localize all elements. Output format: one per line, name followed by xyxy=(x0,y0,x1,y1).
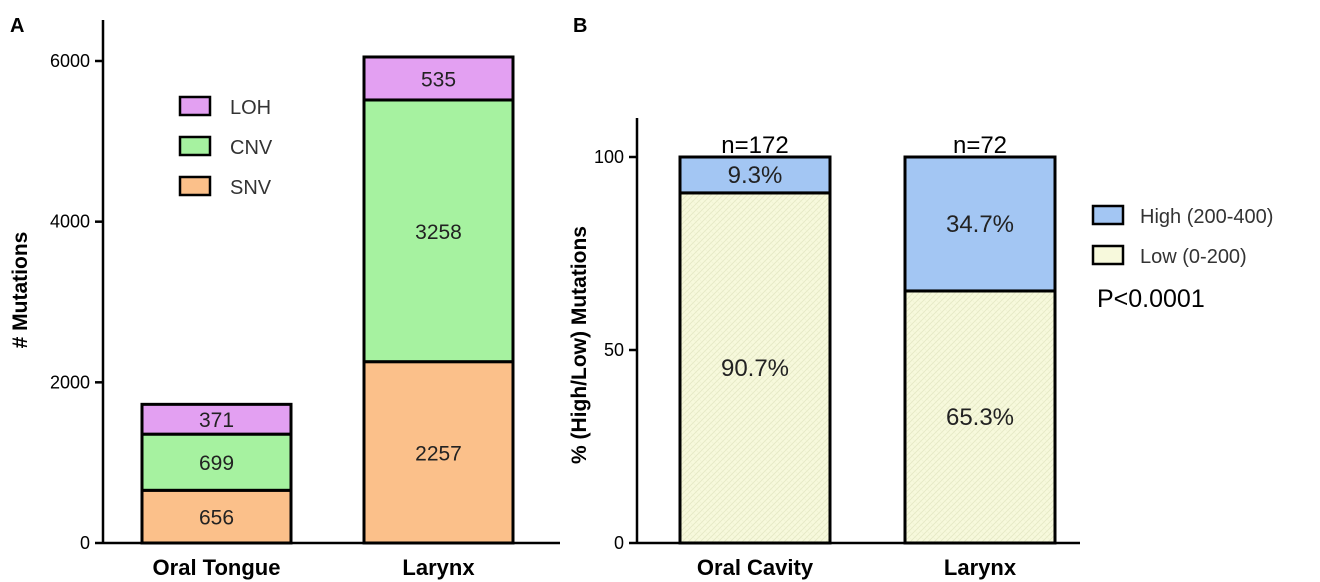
bar-segment-larynx-low-0-200 xyxy=(903,289,1057,545)
x-tick-label: Oral Tongue xyxy=(153,555,281,580)
x-tick-label: Oral Cavity xyxy=(697,555,814,580)
bar-segment-oral-cavity-high-200-400 xyxy=(678,155,832,195)
data-label: 3258 xyxy=(415,221,462,244)
x-tick-label: Larynx xyxy=(402,555,475,580)
panel-a-letter: A xyxy=(10,15,24,37)
data-label: 9.3% xyxy=(728,162,783,189)
legend-swatch-cnv xyxy=(178,135,212,157)
bar-segment-larynx-loh xyxy=(362,55,515,102)
panel-b-letter: B xyxy=(573,15,587,37)
legend-swatch-low xyxy=(1091,244,1125,266)
legend-swatch-high xyxy=(1091,204,1125,226)
sample-size-label: n=172 xyxy=(721,132,788,159)
panel-a-y-axis-label: # Mutations xyxy=(9,232,32,349)
y-tick-label: 4000 xyxy=(50,212,90,232)
bar-segment-oral-tongue-loh xyxy=(140,402,293,436)
data-label: 656 xyxy=(199,507,234,530)
data-label: 34.7% xyxy=(946,211,1014,238)
data-label: 2257 xyxy=(415,442,462,465)
y-tick-label: 100 xyxy=(594,147,624,167)
y-tick-label: 0 xyxy=(614,533,624,553)
data-label: 699 xyxy=(199,452,234,475)
y-tick-label: 2000 xyxy=(50,372,90,392)
bar-segment-oral-tongue-cnv xyxy=(140,432,293,492)
legend-label-loh: LOH xyxy=(230,97,271,119)
legend-label-high: High (200-400) xyxy=(1140,206,1273,228)
data-label: 371 xyxy=(199,409,234,432)
sample-size-label: n=72 xyxy=(953,132,1007,159)
x-tick-label: Larynx xyxy=(944,555,1017,580)
y-tick-label: 50 xyxy=(604,340,624,360)
legend-label-snv: SNV xyxy=(230,177,272,199)
panel-a-legend: LOH CNV SNV xyxy=(178,95,273,199)
panel-b-legend: High (200-400) Low (0-200) xyxy=(1091,204,1273,268)
panel-b-y-axis-label: % (High/Low) Mutations xyxy=(568,226,591,464)
bar-segment-larynx-cnv xyxy=(362,98,515,364)
legend-label-cnv: CNV xyxy=(230,137,273,159)
data-label: 535 xyxy=(421,68,456,91)
panel-b: B % (High/Low) Mutations 0 50 100 90.7% 9.3… xyxy=(568,15,1273,580)
y-tick-label: 0 xyxy=(80,533,90,553)
p-value-annotation: P<0.0001 xyxy=(1097,285,1205,313)
y-tick-label: 6000 xyxy=(50,51,90,71)
legend-swatch-snv xyxy=(178,175,212,197)
data-label: 65.3% xyxy=(946,404,1014,431)
bar-segment-larynx-high-200-400 xyxy=(903,155,1057,293)
legend-swatch-loh xyxy=(178,95,212,117)
panel-a: A # Mutations 0 2000 4000 6000 656 699 371 225… xyxy=(9,15,560,580)
legend-label-low: Low (0-200) xyxy=(1140,246,1247,268)
data-label: 90.7% xyxy=(721,355,789,382)
